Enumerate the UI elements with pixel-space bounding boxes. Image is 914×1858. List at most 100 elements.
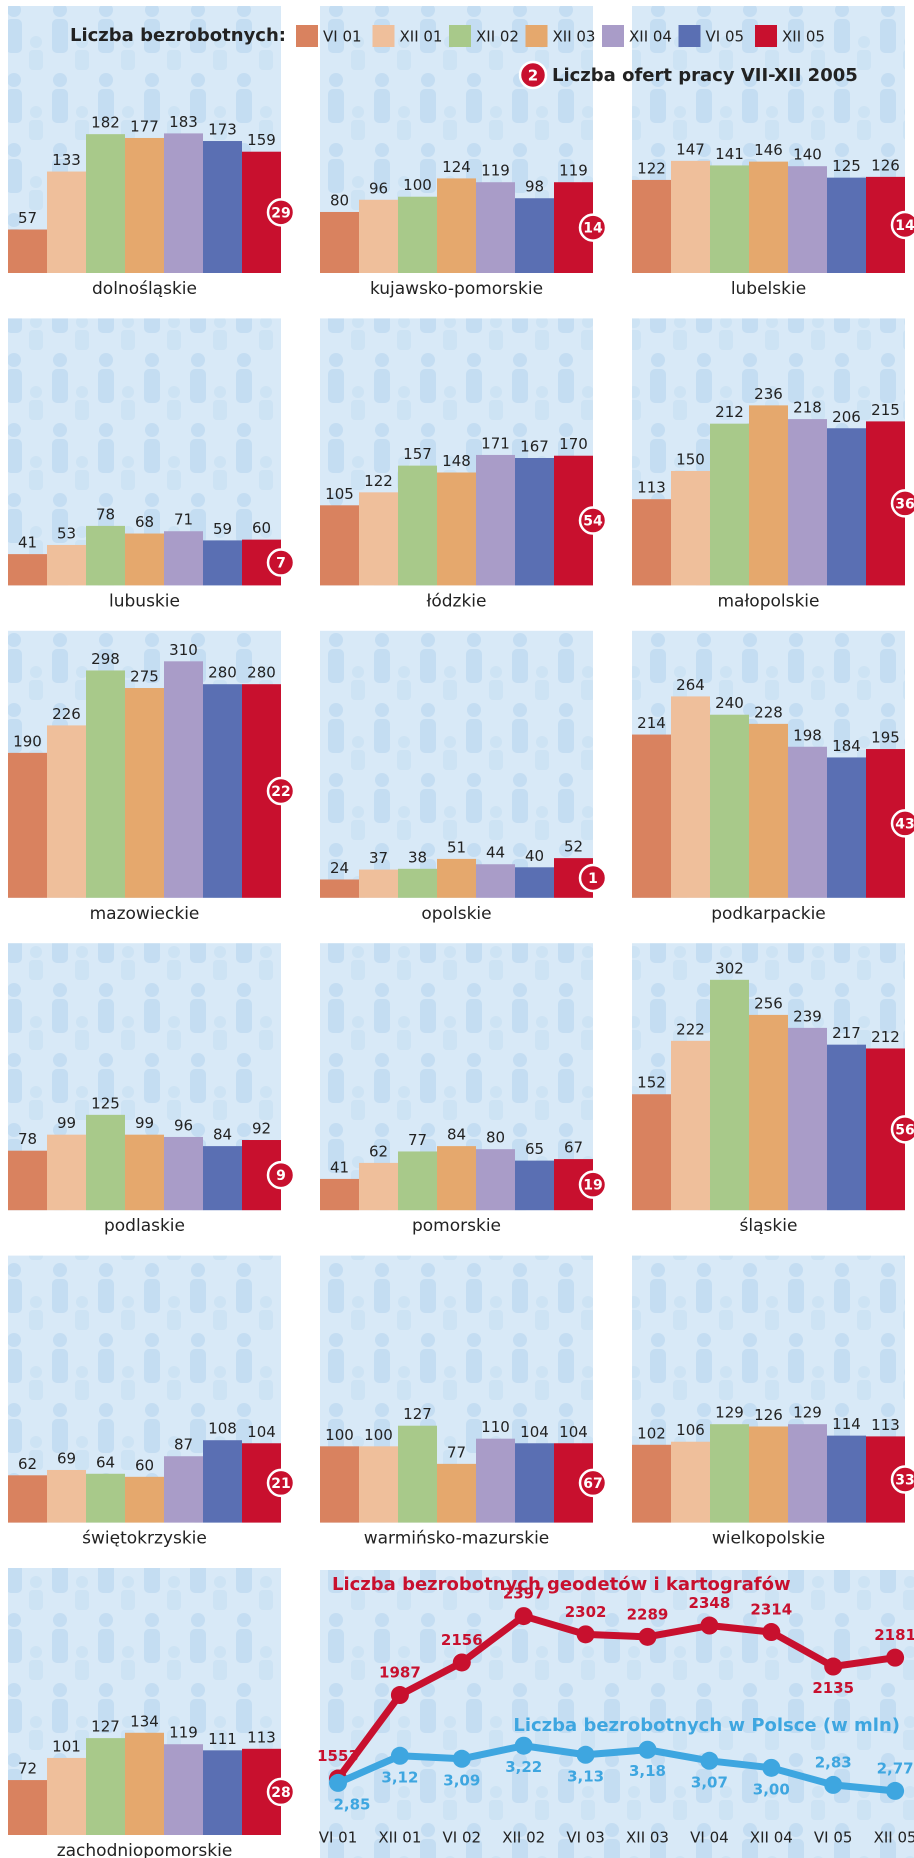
bar [86,134,125,273]
series-title: Liczba bezrobotnych w Polsce (w mln) [513,1715,900,1736]
legend-label: XII 04 [629,28,672,46]
value-label: 2348 [689,1594,731,1612]
value-label: 38 [408,848,427,866]
legend-label: VI 05 [706,28,745,46]
value-label: 127 [403,1405,432,1423]
value-label: 87 [174,1436,193,1454]
bar [710,423,749,586]
x-tick-label: VI 02 [443,1829,482,1847]
value-label: 72 [18,1760,37,1778]
bar [86,1738,125,1835]
offers-badge [266,1777,296,1807]
offers-value: 67 [583,1476,602,1492]
value-label: 3,09 [443,1771,480,1789]
bar [359,492,398,586]
bar [632,734,671,898]
bar [437,1463,476,1523]
value-label: 239 [793,1007,822,1025]
bar [632,1094,671,1211]
bar [86,1473,125,1523]
bar [125,533,164,586]
bar [203,1750,242,1835]
value-label: 2,85 [333,1795,370,1813]
value-label: 59 [213,520,232,538]
offers-badge [578,213,608,242]
point [390,1686,409,1705]
value-label: 206 [832,408,861,426]
value-label: 2,83 [815,1753,852,1771]
bar [710,165,749,273]
offers-badge [578,863,608,893]
bar [515,867,554,898]
line [335,1612,896,1781]
point [452,1749,471,1768]
value-label: 2289 [627,1605,669,1623]
value-label: 62 [18,1455,37,1473]
bar [164,1136,203,1211]
region-label: świętokrzyskie [82,1529,207,1549]
value-label: 125 [832,157,861,175]
value-label: 146 [754,141,783,159]
bar [8,1150,47,1211]
value-label: 77 [408,1131,427,1149]
value-label: 157 [403,445,432,463]
value-label: 125 [91,1094,120,1112]
offers-badge [266,548,296,577]
value-label: 24 [330,859,349,877]
value-label: 3,22 [505,1758,542,1776]
bar [827,428,866,586]
region-label: zachodniopomorskie [57,1841,233,1858]
value-label: 41 [330,1158,349,1176]
value-label: 101 [52,1737,81,1755]
bar [788,1027,827,1211]
value-label: 198 [793,726,822,744]
offers-value: 54 [583,514,603,530]
value-label: 51 [447,838,466,856]
legend-label: XII 01 [400,28,443,46]
bar [8,1780,47,1835]
value-label: 256 [754,994,783,1012]
bar [125,1732,164,1835]
value-label: 150 [676,450,705,468]
bar [203,540,242,586]
bar [749,405,788,586]
bar [671,160,710,273]
panel-background [320,1570,914,1858]
point [700,1616,719,1635]
value-label: 53 [57,524,76,542]
offers-value: 28 [271,1785,290,1801]
value-label: 141 [715,145,744,163]
bar [164,661,203,898]
value-label: 173 [208,121,237,139]
bar [476,182,515,273]
region-label: łódzkie [427,591,487,611]
point [886,1781,905,1800]
region-label: podkarpackie [711,904,826,924]
value-label: 99 [57,1114,76,1132]
bar [515,198,554,273]
bar [710,1424,749,1523]
value-label: 71 [174,511,193,529]
legend-label: VI 01 [323,28,362,46]
offers-badge [266,198,296,227]
value-label: 106 [676,1421,705,1439]
value-label: 99 [135,1114,154,1132]
offers-badge [890,489,914,518]
bar [749,1426,788,1523]
offers-value: 56 [895,1122,914,1138]
bar [47,1134,86,1211]
value-label: 159 [247,131,276,149]
bar [320,505,359,586]
legend-swatch [755,25,777,47]
value-label: 80 [486,1129,505,1147]
point [886,1648,905,1667]
bar [203,1146,242,1211]
bar [125,1134,164,1211]
value-label: 129 [793,1404,822,1422]
offers-value: 14 [895,218,914,234]
value-label: 96 [369,179,388,197]
value-label: 129 [715,1404,744,1422]
value-label: 104 [559,1423,588,1441]
value-label: 114 [832,1415,861,1433]
